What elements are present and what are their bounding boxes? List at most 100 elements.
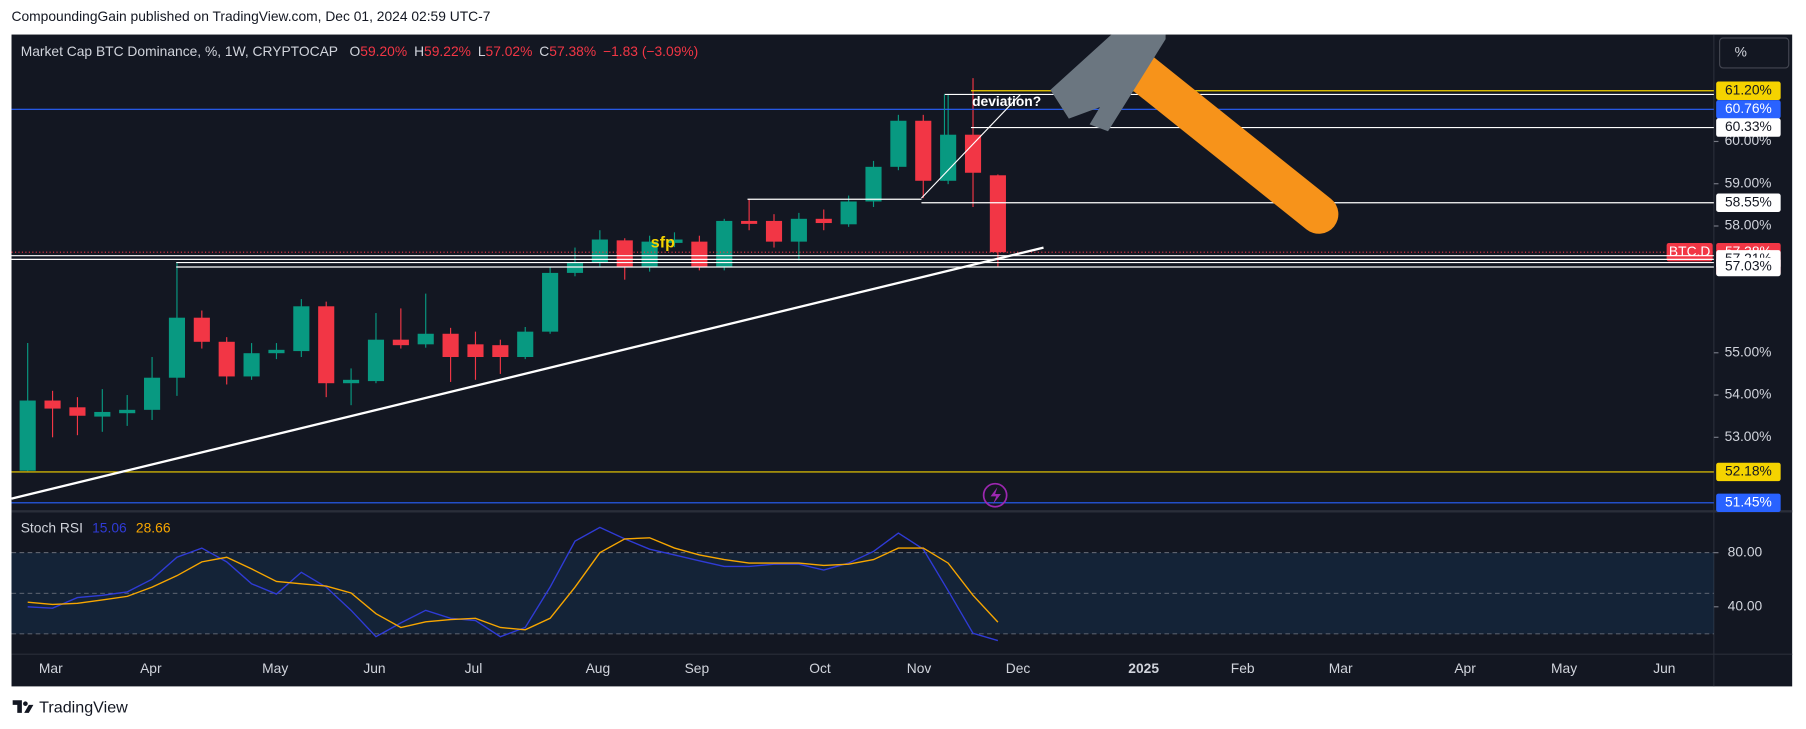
- candle-body: [591, 239, 608, 263]
- hammer-icon: [1050, 34, 1339, 234]
- candle-body: [293, 306, 310, 352]
- x-tick-label: Mar: [1329, 660, 1353, 676]
- candle-body: [367, 339, 385, 382]
- candle-body: [417, 333, 434, 345]
- candle-body: [940, 134, 957, 181]
- event-icon[interactable]: [982, 482, 1008, 508]
- publisher-line: CompoundingGain published on TradingView…: [12, 8, 491, 24]
- legend-change: −1.83 (−3.09%): [603, 42, 698, 58]
- legend-key: O: [350, 42, 361, 58]
- plot: 53.00%54.00%55.00%58.00%59.00%60.00%Mar A…: [11, 42, 1781, 676]
- hammer-handle: [1120, 51, 1339, 234]
- candle-body: [69, 407, 86, 416]
- candle-body: [268, 349, 285, 354]
- x-tick-label: Apr: [140, 660, 162, 676]
- candle-body: [517, 331, 534, 358]
- x-tick-label: Aug: [586, 660, 611, 676]
- rsi-title: Stoch RSI: [21, 519, 83, 535]
- price-tag-label: 52.18%: [1725, 463, 1772, 479]
- candle-body: [815, 218, 832, 224]
- x-tick-label: Jul: [465, 660, 483, 676]
- candle-body: [840, 201, 857, 225]
- candle-body: [44, 400, 61, 409]
- price-tag: [1716, 462, 1781, 482]
- candle-body: [890, 120, 907, 167]
- x-tick-label: Sep: [685, 660, 710, 676]
- candle-body: [218, 341, 235, 377]
- annotation: sfp: [651, 233, 675, 251]
- legend-key: C: [539, 42, 549, 58]
- x-tick-label: Jun: [1653, 660, 1675, 676]
- candle-body: [492, 345, 509, 358]
- candle-body: [716, 220, 733, 267]
- x-tick-label: Feb: [1231, 660, 1255, 676]
- candle-body: [193, 317, 210, 342]
- rsi-line: [27, 537, 999, 631]
- legend-value: 57.02%: [486, 42, 533, 58]
- candle-body: [19, 400, 36, 471]
- scale-button[interactable]: [1719, 37, 1790, 69]
- drawn-line: [921, 94, 1021, 199]
- candle-body: [442, 333, 459, 358]
- x-tick-label: May: [1551, 660, 1577, 676]
- x-tick-label: Oct: [809, 660, 831, 676]
- symbol-tag-label: BTC.D: [1669, 243, 1710, 259]
- rsi-legend-value: 15.06: [92, 519, 127, 535]
- candle-body: [989, 175, 1006, 253]
- scale-button-label: %: [1735, 44, 1747, 60]
- price-tag-label: 61.20%: [1725, 81, 1772, 97]
- price-tag: [1716, 257, 1781, 277]
- x-tick-label: May: [262, 660, 288, 676]
- candle-body: [741, 220, 758, 224]
- candle-body: [243, 353, 260, 377]
- legend-value: 59.20%: [360, 42, 407, 58]
- candle-body: [542, 272, 559, 332]
- candle-body: [765, 220, 783, 242]
- brand-name: TradingView: [39, 699, 128, 717]
- candle-body: [168, 317, 186, 378]
- price-tag-label: 58.55%: [1725, 193, 1772, 209]
- price-tag: [1716, 81, 1781, 100]
- candle-body: [343, 379, 360, 384]
- legend-value: 59.22%: [424, 42, 471, 58]
- price-tag-label: 57.03%: [1725, 258, 1772, 274]
- event-bolt: [990, 487, 1001, 505]
- price-tag: [1716, 493, 1781, 513]
- candle-body: [566, 262, 584, 273]
- candle-body: [915, 120, 932, 181]
- chart-title: Market Cap BTC Dominance, %, 1W, CRYPTOC…: [21, 42, 338, 58]
- candle-body: [666, 239, 683, 243]
- y-tick-label: 53.00%: [1725, 428, 1772, 444]
- candle-body: [865, 166, 882, 202]
- candle-body: [318, 306, 335, 384]
- price-tag-label: 60.33%: [1725, 118, 1772, 134]
- x-tick-label: Dec: [1006, 660, 1031, 676]
- annotation: deviation?: [972, 93, 1041, 109]
- price-tag: [1716, 193, 1781, 212]
- x-tick-label: Jun: [363, 660, 385, 676]
- price-tag: [1716, 118, 1781, 137]
- x-tick-label: Nov: [907, 660, 932, 676]
- y-tick-label: 55.00%: [1725, 343, 1772, 359]
- rsi-pane: [11, 514, 1714, 655]
- candle-body: [616, 240, 633, 267]
- x-tick-label: Apr: [1454, 660, 1476, 676]
- y-tick-label: 58.00%: [1725, 217, 1772, 233]
- symbol-tag: [1666, 242, 1713, 262]
- candle-body: [94, 411, 111, 417]
- y-tick-label: 40.00: [1728, 597, 1763, 613]
- legend-value: 57.38%: [549, 42, 596, 58]
- rsi-legend-value: 28.66: [136, 519, 171, 535]
- legend-key: L: [478, 42, 486, 58]
- x-tick-label: Mar: [39, 660, 63, 676]
- y-tick-label: 59.00%: [1725, 174, 1772, 190]
- price-tag: [1716, 100, 1781, 119]
- hammer-head: [1050, 34, 1166, 132]
- price-tag-label: 51.45%: [1725, 493, 1772, 509]
- candle-body: [119, 409, 136, 414]
- candle-body: [467, 344, 484, 358]
- candle-body: [790, 218, 807, 242]
- candle-body: [641, 241, 658, 267]
